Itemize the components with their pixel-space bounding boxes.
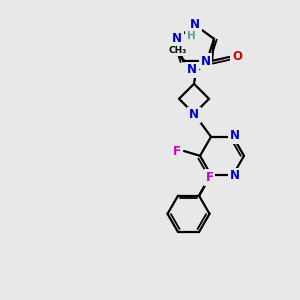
Text: N: N [189, 108, 199, 121]
Text: N: N [187, 63, 197, 76]
Text: N: N [230, 169, 240, 182]
Text: F: F [173, 145, 181, 158]
Text: N: N [201, 55, 211, 68]
Text: H: H [187, 31, 195, 41]
Text: N: N [190, 19, 200, 32]
Text: N: N [172, 32, 182, 45]
Text: F: F [206, 171, 214, 184]
Text: O: O [232, 50, 242, 63]
Text: CH₃: CH₃ [169, 46, 187, 55]
Text: N: N [230, 129, 240, 142]
